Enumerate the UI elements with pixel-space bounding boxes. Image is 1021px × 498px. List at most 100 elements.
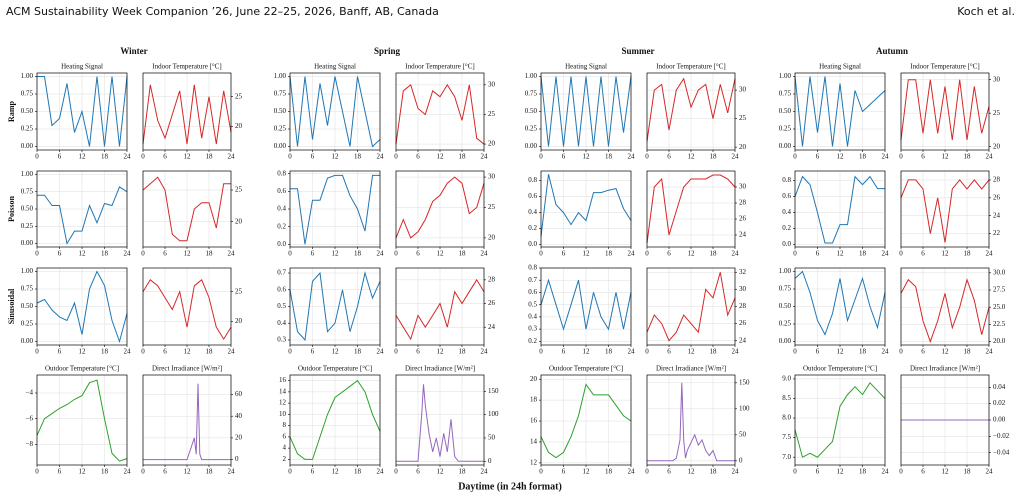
y-tick-label: 1.00	[779, 72, 792, 80]
x-tick-label: 18	[101, 348, 109, 356]
x-tick-label: 18	[710, 153, 718, 161]
panel-title: Direct Irradiance [W/m²]	[405, 365, 475, 373]
x-tick-label: 6	[667, 250, 671, 258]
y-tick-label: 8.0	[782, 414, 791, 422]
x-tick-label: 6	[58, 250, 62, 258]
x-tick-label: 0	[645, 153, 649, 161]
x-tick-label: 18	[459, 153, 467, 161]
panel-frame	[540, 170, 632, 248]
panel-frame	[646, 72, 736, 151]
y-tick-label: 8.5	[782, 394, 791, 402]
panel-frame	[289, 374, 381, 466]
x-tick-label: 24	[377, 153, 385, 161]
y-tick-label: 30	[739, 285, 747, 293]
panel-title: Heating Signal	[819, 63, 861, 71]
y-tick-label: 0.2	[528, 337, 537, 345]
y-tick-label: 0.00	[21, 239, 34, 247]
y-tick-label: 0	[235, 455, 239, 463]
y-tick-label: 25	[235, 186, 243, 194]
y-tick-label: 0.50	[779, 107, 792, 115]
x-tick-label: 0	[141, 348, 145, 356]
x-tick-label: 18	[859, 153, 867, 161]
x-tick-label: 0	[288, 468, 292, 476]
x-tick-label: 18	[964, 468, 972, 476]
y-tick-label: 0.2	[528, 224, 537, 232]
y-tick-label: 6	[283, 432, 287, 440]
x-tick-label: 12	[79, 153, 87, 161]
y-tick-label: 20	[235, 217, 243, 225]
x-tick-label: 18	[605, 348, 613, 356]
y-tick-label: 50	[739, 430, 747, 438]
y-tick-label: 0.00	[21, 337, 34, 345]
line	[37, 76, 128, 147]
x-tick-label: 6	[311, 468, 315, 476]
y-tick-label: 0.75	[21, 90, 34, 98]
y-tick-label: 28	[488, 275, 496, 283]
x-tick-label: 12	[79, 250, 87, 258]
x-tick-label: 6	[667, 348, 671, 356]
y-tick-label: 0.00	[993, 416, 1006, 424]
y-tick-label: 25	[739, 114, 747, 122]
x-tick-label: 18	[206, 250, 214, 258]
x-tick-label: 24	[228, 348, 236, 356]
x-tick-label: 0	[141, 250, 145, 258]
y-tick-label: 100	[739, 404, 750, 412]
y-tick-label: 16	[530, 417, 538, 425]
y-tick-label: 1.00	[21, 170, 34, 178]
y-tick-label: 0.6	[277, 187, 286, 195]
line	[900, 278, 990, 344]
panel-title: Indoor Temperature [°C]	[405, 63, 474, 71]
header-left: ACM Sustainability Week Companion ’26, J…	[6, 5, 439, 18]
panel-title: Direct Irradiance [W/m²]	[656, 365, 726, 373]
x-tick-label: 24	[628, 348, 636, 356]
y-tick-label: 0.25	[21, 320, 34, 328]
row-label: Ramp	[7, 101, 16, 122]
panel-frame	[900, 72, 990, 151]
y-tick-label: 1.00	[525, 72, 538, 80]
x-tick-label: 18	[859, 250, 867, 258]
x-tick-label: 12	[942, 250, 950, 258]
x-tick-label: 24	[228, 250, 236, 258]
line	[900, 179, 990, 243]
panel-frame	[794, 72, 886, 151]
header-right: Koch et al.	[957, 5, 1015, 18]
x-tick-label: 18	[964, 153, 972, 161]
y-tick-label: 0.3	[277, 336, 286, 344]
x-tick-label: 6	[667, 153, 671, 161]
y-tick-label: 28	[739, 199, 747, 207]
y-tick-label: 9.0	[782, 375, 791, 383]
x-tick-label: 12	[184, 348, 192, 356]
y-tick-label: 0.4	[528, 208, 537, 216]
panel-frame	[900, 374, 990, 466]
panel-frame	[540, 72, 632, 151]
panel-title: Outdoor Temperature [°C]	[549, 365, 623, 373]
x-tick-label: 0	[35, 250, 39, 258]
x-tick-label: 12	[688, 468, 696, 476]
x-tick-label: 12	[79, 468, 87, 476]
x-tick-label: 12	[837, 153, 845, 161]
y-tick-label: 4	[283, 444, 287, 452]
season-title: Winter	[120, 46, 147, 56]
y-tick-label: 0.50	[779, 302, 792, 310]
y-tick-label: −8	[26, 440, 34, 448]
line	[395, 278, 485, 341]
row-label: Poisson	[7, 196, 16, 222]
y-tick-label: 30	[739, 86, 747, 94]
x-tick-label: 0	[539, 468, 543, 476]
x-tick-label: 6	[58, 468, 62, 476]
y-tick-label: 14	[530, 438, 538, 446]
x-tick-label: 12	[79, 348, 87, 356]
line	[794, 76, 886, 147]
y-tick-label: 7.5	[782, 433, 791, 441]
x-tick-label: 0	[288, 348, 292, 356]
x-tick-label: 12	[837, 348, 845, 356]
x-tick-label: 6	[562, 153, 566, 161]
x-tick-label: 6	[562, 348, 566, 356]
y-tick-label: 12	[279, 399, 287, 407]
x-tick-label: 0	[899, 250, 903, 258]
x-tick-label: 6	[163, 468, 167, 476]
x-tick-label: 12	[837, 250, 845, 258]
x-tick-label: 18	[964, 250, 972, 258]
line	[290, 174, 380, 245]
y-tick-label: 1.00	[21, 72, 34, 80]
